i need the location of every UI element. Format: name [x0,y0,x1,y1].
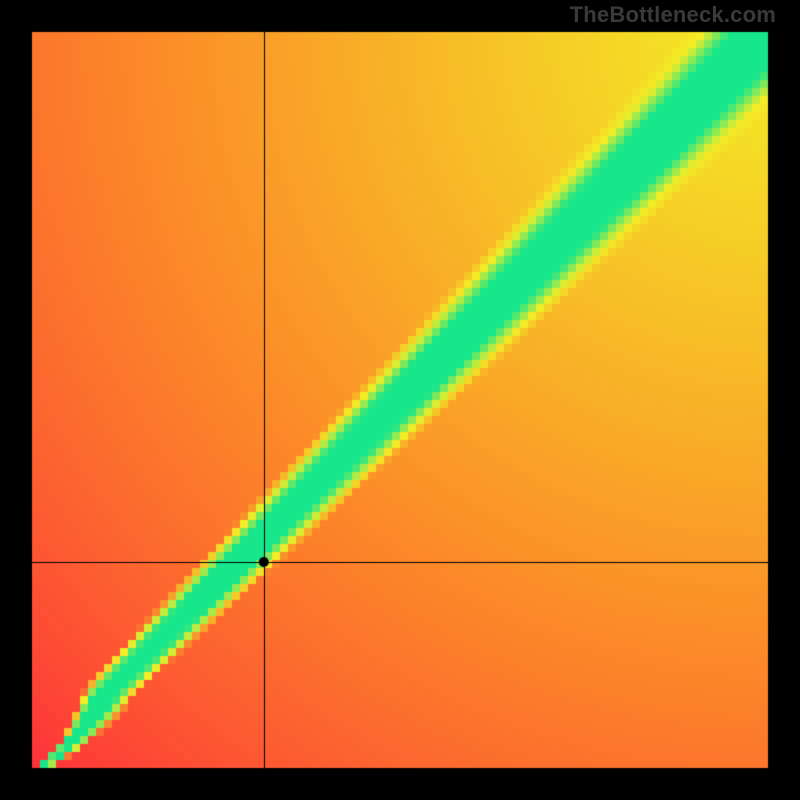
attribution-label: TheBottleneck.com [570,2,776,28]
bottleneck-heatmap [0,0,800,800]
chart-container: TheBottleneck.com [0,0,800,800]
